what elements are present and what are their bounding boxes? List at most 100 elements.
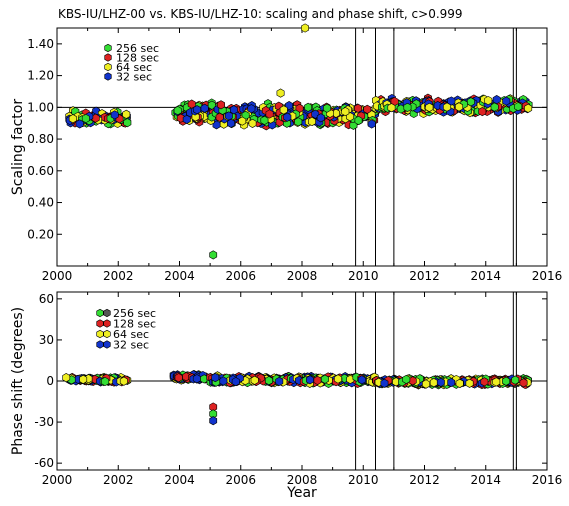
data-point (429, 378, 438, 388)
data-point (466, 97, 475, 107)
data-point (248, 118, 257, 128)
data-point (313, 375, 322, 385)
data-point (425, 102, 434, 112)
legend-marker (104, 43, 112, 53)
data-points (62, 370, 532, 426)
x-tick-label: 2000 (42, 473, 73, 487)
data-point (455, 102, 464, 112)
data-point (455, 378, 464, 388)
x-tick-label: 2004 (164, 473, 195, 487)
y-tick-label: 0.80 (27, 132, 54, 146)
data-point (402, 374, 411, 384)
data-point (176, 113, 185, 123)
data-point (230, 105, 238, 115)
x-tick-label: 2012 (409, 269, 440, 283)
data-point (231, 377, 240, 387)
x-axis-title: Year (286, 485, 317, 501)
y-axis-title: Phase shift (degrees) (10, 307, 26, 455)
data-point (436, 377, 445, 387)
data-point (227, 118, 235, 128)
x-tick-label: 2006 (225, 269, 256, 283)
legend-marker (103, 340, 111, 349)
x-tick-label: 2014 (470, 473, 501, 487)
legend-marker (104, 72, 112, 81)
chart-title: KBS-IU/LHZ-00 vs. KBS-IU/LHZ-10: scaling… (58, 7, 463, 21)
data-point (478, 107, 487, 117)
data-point (403, 102, 412, 112)
legend-marker (96, 319, 104, 328)
data-point (219, 376, 228, 386)
data-point-outlier (276, 88, 285, 98)
legend-label: 64 sec (113, 328, 149, 341)
data-point (250, 375, 259, 385)
data-point (396, 104, 405, 114)
data-point (182, 114, 191, 124)
data-point (187, 99, 196, 109)
x-tick-label: 2002 (103, 269, 134, 283)
data-point (279, 105, 288, 115)
data-point (320, 374, 329, 384)
data-point (511, 375, 520, 385)
y-tick-label: 0.40 (27, 196, 54, 210)
data-point (524, 103, 533, 113)
data-point-outlier (62, 373, 71, 383)
legend-marker (103, 319, 111, 328)
data-point (200, 103, 209, 113)
x-tick-label: 2004 (164, 269, 195, 283)
data-point (79, 374, 88, 384)
scaling-panel: 2000 2002 2004 2006 2008 2010 2012 2014 2016 0.20… (10, 23, 562, 283)
data-point (247, 104, 256, 114)
data-point (275, 376, 284, 386)
legend-marker (103, 308, 111, 318)
legend-label: 32 sec (116, 71, 152, 84)
data-point (295, 103, 304, 113)
data-point-outlier (209, 250, 218, 260)
data-point (211, 373, 220, 383)
data-point (265, 109, 274, 119)
data-point (119, 376, 128, 386)
data-point (443, 102, 452, 112)
legend-marker (103, 329, 111, 339)
x-tick-label: 2012 (409, 473, 440, 487)
data-point (75, 119, 84, 129)
data-point (174, 373, 183, 383)
data-point (367, 119, 376, 129)
data-point (502, 376, 511, 386)
x-tick-label: 2002 (103, 473, 134, 487)
data-point (294, 117, 303, 127)
data-point (283, 112, 292, 122)
legend-label: 32 sec (113, 339, 149, 352)
data-point (101, 376, 110, 387)
data-point (341, 107, 350, 117)
legend-marker (104, 62, 112, 72)
y-tick-label: -30 (34, 415, 54, 429)
data-point-outlier (301, 23, 310, 33)
data-point (224, 111, 233, 121)
y-tick-label: 0 (46, 374, 54, 388)
data-point (307, 116, 316, 127)
x-tick-label: 2010 (348, 473, 379, 487)
legend-label: 256 sec (113, 307, 156, 320)
data-point (110, 110, 119, 120)
legend-label: 128 sec (113, 318, 156, 331)
data-point-outlier (209, 416, 218, 426)
data-point (260, 115, 269, 125)
data-point (264, 376, 273, 386)
data-point (447, 96, 456, 106)
y-tick-label: 1.40 (27, 37, 54, 51)
x-tick-label: 2000 (42, 269, 73, 283)
y-tick-label: 30 (39, 333, 54, 347)
data-point (490, 102, 499, 112)
x-tick-label: 2016 (532, 473, 563, 487)
data-point (363, 104, 372, 114)
y-tick-label: 1.00 (27, 100, 54, 114)
x-tick-label: 2006 (225, 473, 256, 487)
data-point (519, 378, 528, 388)
phase-panel: 2000 2002 2004 2006 2008 2010 2012 2014 2016 -60 -… (10, 291, 563, 501)
data-point (492, 377, 501, 387)
data-point (334, 374, 342, 384)
data-point (122, 109, 131, 119)
data-point (304, 102, 313, 112)
data-point (480, 377, 489, 387)
